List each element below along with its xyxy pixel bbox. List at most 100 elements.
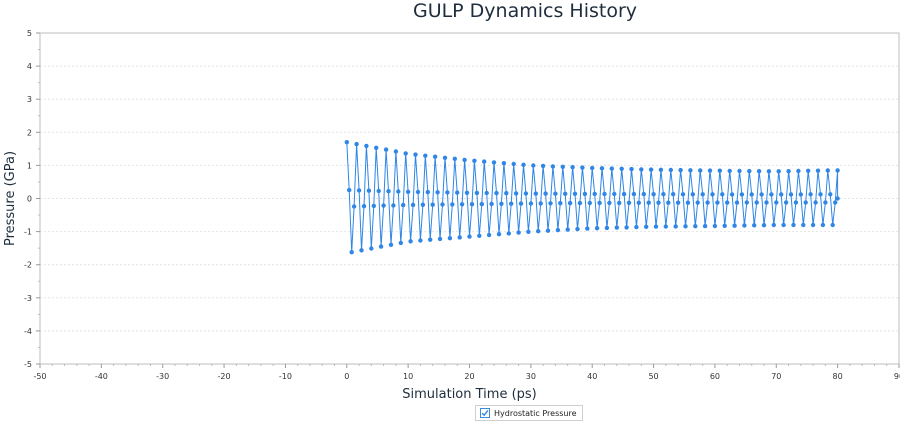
y-tick-label: -2 <box>24 261 32 270</box>
data-point <box>825 168 830 173</box>
data-point <box>604 225 610 231</box>
data-point <box>405 189 411 194</box>
data-point <box>359 248 364 253</box>
data-point <box>531 163 536 168</box>
x-tick-label: -20 <box>218 372 231 381</box>
data-point <box>494 190 499 196</box>
data-point <box>499 201 504 206</box>
data-point <box>675 200 681 205</box>
data-point <box>567 200 573 206</box>
x-tick-label: 30 <box>526 372 536 381</box>
data-point <box>528 201 534 206</box>
data-point <box>803 200 808 205</box>
data-point <box>388 242 394 247</box>
data-point <box>410 202 416 208</box>
data-point <box>639 167 644 172</box>
y-tick-label: 3 <box>27 95 32 104</box>
data-point <box>447 236 453 241</box>
data-point <box>779 192 784 197</box>
checkbox-checked-icon[interactable] <box>480 408 490 418</box>
legend-toggle-hydrostatic-pressure[interactable]: Hydrostatic Pressure <box>475 405 583 421</box>
data-point <box>401 202 406 208</box>
data-point <box>452 156 457 161</box>
data-point <box>749 192 754 197</box>
data-point <box>577 200 583 206</box>
data-point <box>761 223 767 228</box>
data-point <box>521 162 526 167</box>
data-point <box>371 203 376 209</box>
data-point <box>413 152 418 157</box>
data-point <box>673 224 678 229</box>
data-point <box>823 200 828 205</box>
y-axis-title: Pressure (GPa) <box>3 151 18 246</box>
x-tick-label: -30 <box>156 372 169 381</box>
data-point <box>737 168 742 174</box>
data-point <box>734 200 740 205</box>
data-point <box>651 192 656 197</box>
data-point <box>776 169 781 174</box>
data-point <box>717 168 722 173</box>
data-point <box>376 188 381 194</box>
data-point <box>572 191 578 196</box>
data-point <box>791 222 796 228</box>
data-point <box>830 222 835 228</box>
x-tick-label: -40 <box>95 372 108 381</box>
data-point <box>796 168 801 174</box>
data-point <box>501 161 507 166</box>
data-point <box>661 192 666 197</box>
data-point <box>732 223 737 228</box>
data-point <box>833 200 838 205</box>
data-point <box>538 201 543 206</box>
data-point <box>523 191 529 196</box>
data-point <box>445 190 450 195</box>
data-point <box>356 188 362 193</box>
data-point <box>720 192 725 197</box>
data-point <box>491 160 497 165</box>
data-point <box>707 168 713 173</box>
data-point <box>747 168 752 174</box>
data-point <box>580 165 585 170</box>
data-point <box>641 191 646 197</box>
data-point <box>489 201 494 207</box>
data-point <box>482 159 487 164</box>
data-point <box>543 191 548 196</box>
data-point <box>813 200 818 205</box>
data-point <box>693 224 698 229</box>
data-point <box>347 187 352 193</box>
data-point <box>558 201 563 206</box>
data-point <box>636 200 641 205</box>
data-point <box>440 202 445 207</box>
data-point <box>806 168 811 173</box>
data-point <box>506 231 511 236</box>
data-point <box>408 239 413 244</box>
data-point <box>366 188 372 193</box>
data-point <box>607 200 612 206</box>
data-point <box>744 200 749 205</box>
data-point <box>788 192 794 197</box>
y-tick-label: -4 <box>24 327 32 336</box>
data-point <box>396 189 401 194</box>
data-point <box>764 200 769 205</box>
data-point <box>666 200 671 205</box>
data-point <box>698 168 703 173</box>
data-point <box>727 168 732 174</box>
data-point <box>619 166 624 171</box>
series-line <box>346 142 839 253</box>
data-point <box>381 203 386 208</box>
data-point <box>629 166 634 172</box>
data-point <box>469 202 475 207</box>
data-point <box>553 191 558 196</box>
data-point <box>783 200 789 205</box>
data-point <box>599 166 605 171</box>
data-point <box>602 191 607 197</box>
data-point <box>378 244 384 249</box>
data-point <box>739 192 745 197</box>
data-point <box>415 189 421 195</box>
data-point <box>756 169 762 174</box>
data-point <box>545 228 551 233</box>
x-tick-label: 50 <box>648 372 658 381</box>
data-point <box>644 224 649 229</box>
data-point <box>592 191 597 197</box>
chart-title: GULP Dynamics History <box>412 0 638 22</box>
